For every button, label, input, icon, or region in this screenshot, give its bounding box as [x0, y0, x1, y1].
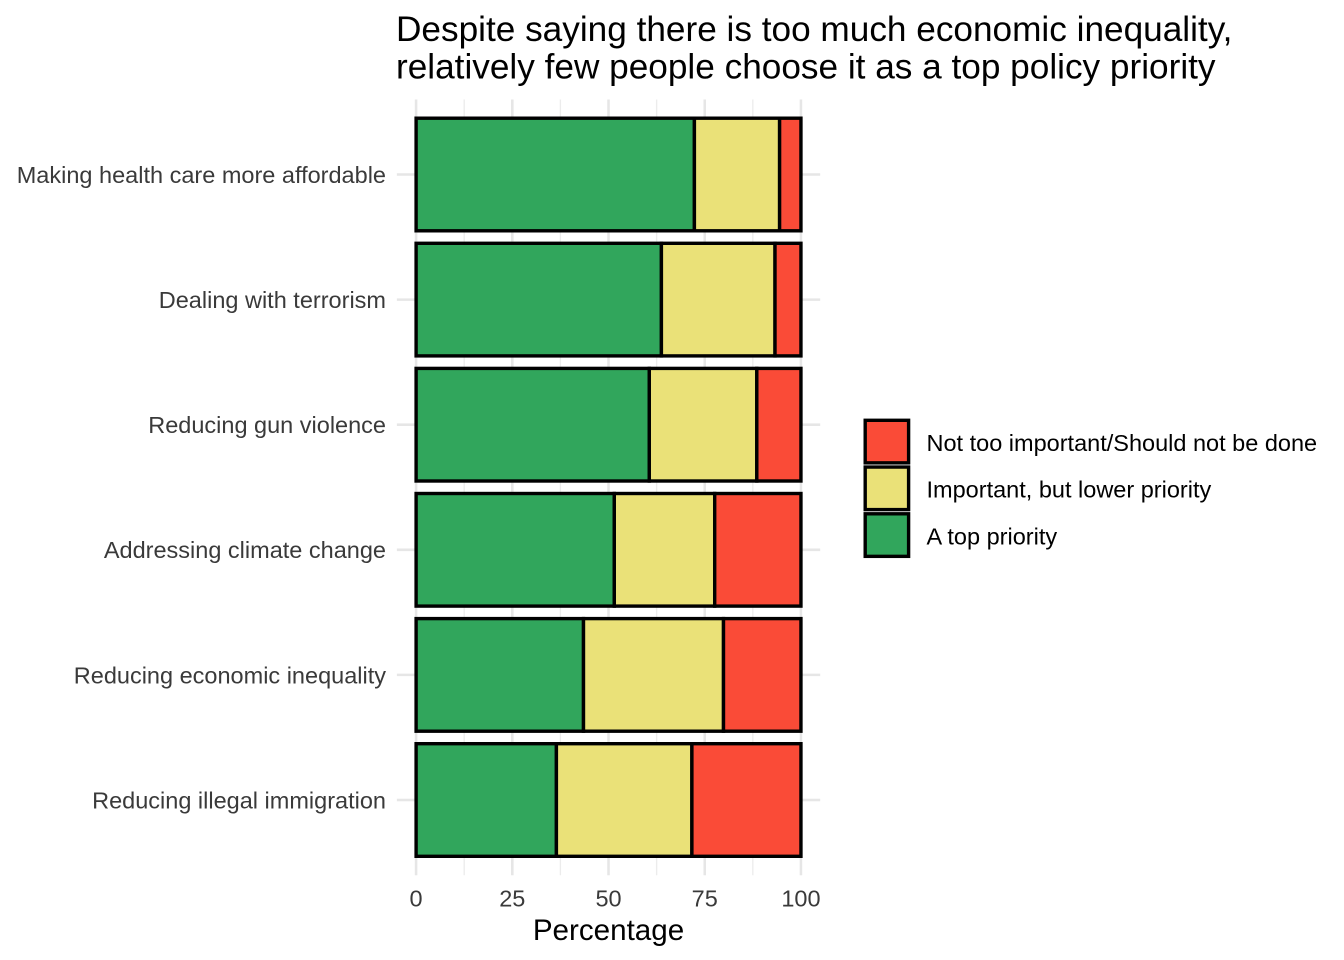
- svg-text:Not too important/Should not b: Not too important/Should not be done: [927, 430, 1318, 456]
- svg-text:100: 100: [781, 886, 820, 912]
- svg-text:75: 75: [692, 886, 718, 912]
- svg-text:Dealing with terrorism: Dealing with terrorism: [159, 287, 386, 313]
- svg-text:Despite saying there is too mu: Despite saying there is too much economi…: [396, 10, 1232, 49]
- svg-text:Making health care more afford: Making health care more affordable: [17, 162, 386, 188]
- svg-text:Reducing economic inequality: Reducing economic inequality: [74, 662, 386, 688]
- svg-text:relatively few people choose i: relatively few people choose it as a top…: [396, 47, 1216, 86]
- svg-text:0: 0: [410, 886, 423, 912]
- svg-text:Percentage: Percentage: [533, 914, 684, 947]
- svg-text:A top priority: A top priority: [927, 523, 1058, 549]
- svg-text:50: 50: [595, 886, 621, 912]
- svg-text:Reducing gun violence: Reducing gun violence: [148, 412, 386, 438]
- svg-text:Important, but lower priority: Important, but lower priority: [927, 477, 1212, 503]
- svg-text:Addressing climate change: Addressing climate change: [104, 537, 386, 563]
- svg-text:25: 25: [499, 886, 525, 912]
- svg-text:Reducing illegal immigration: Reducing illegal immigration: [92, 787, 386, 813]
